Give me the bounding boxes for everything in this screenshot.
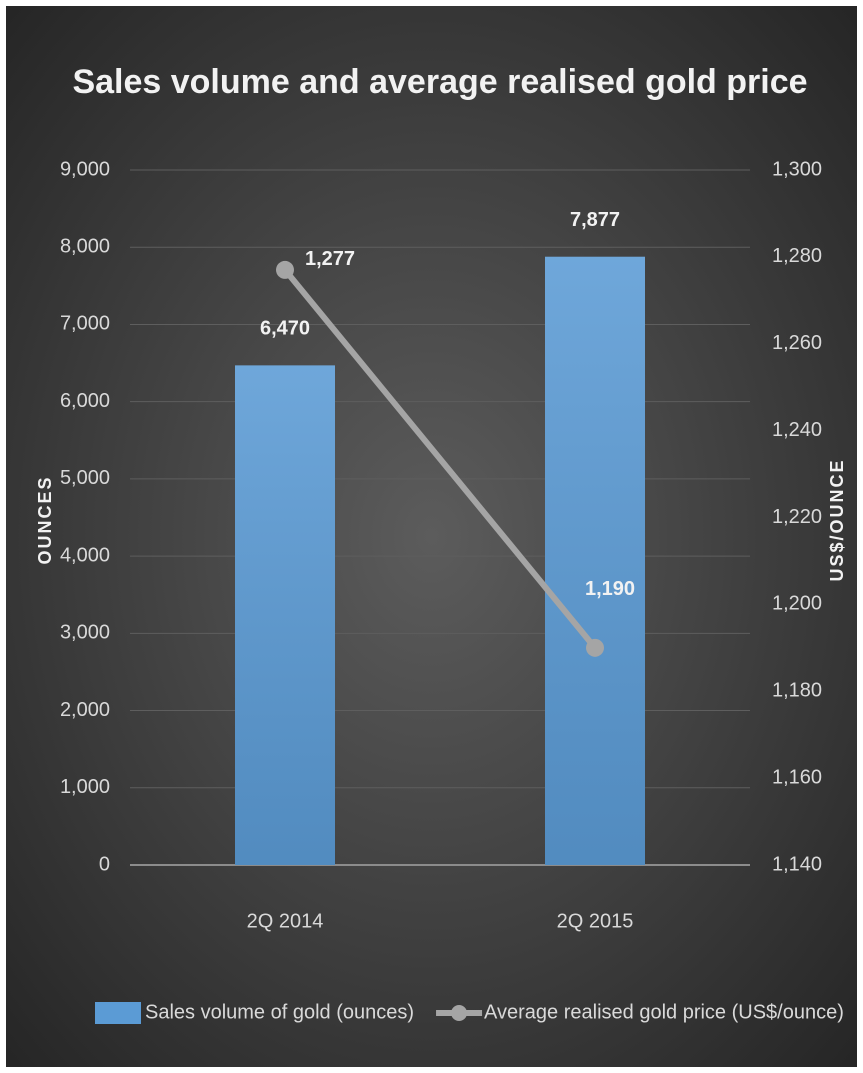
y2-tick-label: 1,140 — [772, 853, 822, 875]
background — [6, 6, 857, 1067]
y2-tick-label: 1,160 — [772, 766, 822, 788]
y-tick-label: 8,000 — [60, 236, 110, 258]
legend-label: Average realised gold price (US$/ounce) — [484, 1001, 844, 1023]
y2-tick-label: 1,220 — [772, 506, 822, 528]
y-tick-label: 9,000 — [60, 158, 110, 180]
y-tick-label: 5,000 — [60, 467, 110, 489]
y-tick-label: 4,000 — [60, 544, 110, 566]
legend-label: Sales volume of gold (ounces) — [145, 1001, 414, 1023]
y2-tick-label: 1,280 — [772, 245, 822, 267]
line — [282, 266, 598, 651]
data-label: 1,277 — [305, 248, 355, 270]
x-tick-label: 2Q 2014 — [247, 910, 324, 932]
y-axis-title: OUNCES — [35, 475, 55, 564]
bar-shade — [545, 256, 645, 865]
y2-tick-label: 1,240 — [772, 419, 822, 441]
y-tick-label: 2,000 — [60, 699, 110, 721]
data-label: 7,877 — [570, 209, 620, 231]
y-tick-label: 3,000 — [60, 622, 110, 644]
data-label: 6,470 — [260, 318, 310, 340]
x-tick-label: 2Q 2015 — [557, 910, 634, 932]
legend-swatch — [95, 1002, 141, 1024]
y2-tick-label: 1,300 — [772, 158, 822, 180]
data-label: 1,190 — [585, 578, 635, 600]
legend-swatch — [451, 1005, 468, 1021]
line-marker — [586, 638, 604, 657]
y-tick-label: 0 — [99, 853, 110, 875]
y2-tick-label: 1,200 — [772, 593, 822, 615]
y2-tick-label: 1,260 — [772, 332, 822, 354]
y-tick-label: 1,000 — [60, 776, 110, 798]
y-tick-label: 7,000 — [60, 313, 110, 335]
chart-title: Sales volume and average realised gold p… — [72, 63, 807, 101]
y-tick-label: 6,000 — [60, 390, 110, 412]
bar-shade — [235, 365, 335, 865]
line-marker — [276, 260, 294, 279]
y2-tick-label: 1,180 — [772, 680, 822, 702]
y2-axis-title: US$/OUNCE — [827, 458, 847, 581]
